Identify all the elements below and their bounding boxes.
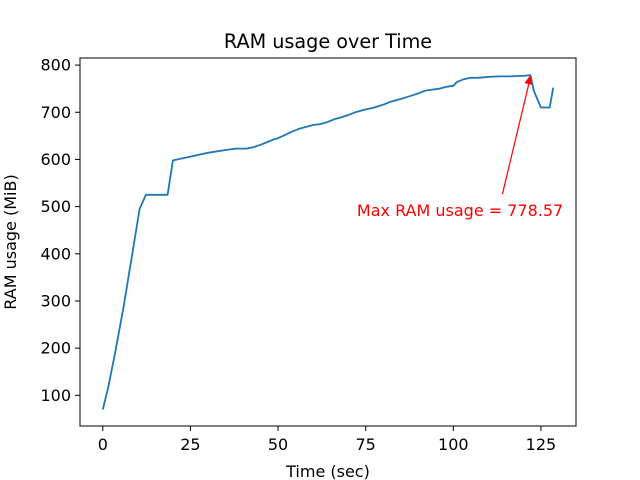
y-axis: 100 200 300 400 500 600 700 800 [40, 56, 80, 405]
x-tick-label: 25 [180, 435, 200, 454]
x-tick-label: 100 [438, 435, 469, 454]
y-axis-label: RAM usage (MiB) [1, 174, 20, 309]
y-tick-label: 700 [40, 103, 71, 122]
x-tick-label: 125 [526, 435, 557, 454]
x-axis: 0 25 50 75 100 125 [98, 426, 557, 454]
y-tick-label: 200 [40, 339, 71, 358]
y-tick-label: 600 [40, 150, 71, 169]
y-tick-label: 800 [40, 56, 71, 75]
plot-area-frame [79, 57, 577, 427]
x-tick-label: 75 [356, 435, 376, 454]
chart-title: RAM usage over Time [224, 30, 432, 53]
annotation-arrow [501, 77, 532, 195]
y-tick-label: 300 [40, 291, 71, 310]
max-ram-annotation: Max RAM usage = 778.57 [357, 201, 563, 220]
ram-usage-line [101, 74, 555, 410]
y-tick-label: 400 [40, 244, 71, 263]
y-tick-label: 100 [40, 386, 71, 405]
annotation-arrowhead [524, 75, 533, 85]
x-tick-label: 50 [268, 435, 288, 454]
x-tick-label: 0 [98, 435, 108, 454]
y-tick-label: 500 [40, 197, 71, 216]
x-axis-label: Time (sec) [285, 462, 370, 480]
